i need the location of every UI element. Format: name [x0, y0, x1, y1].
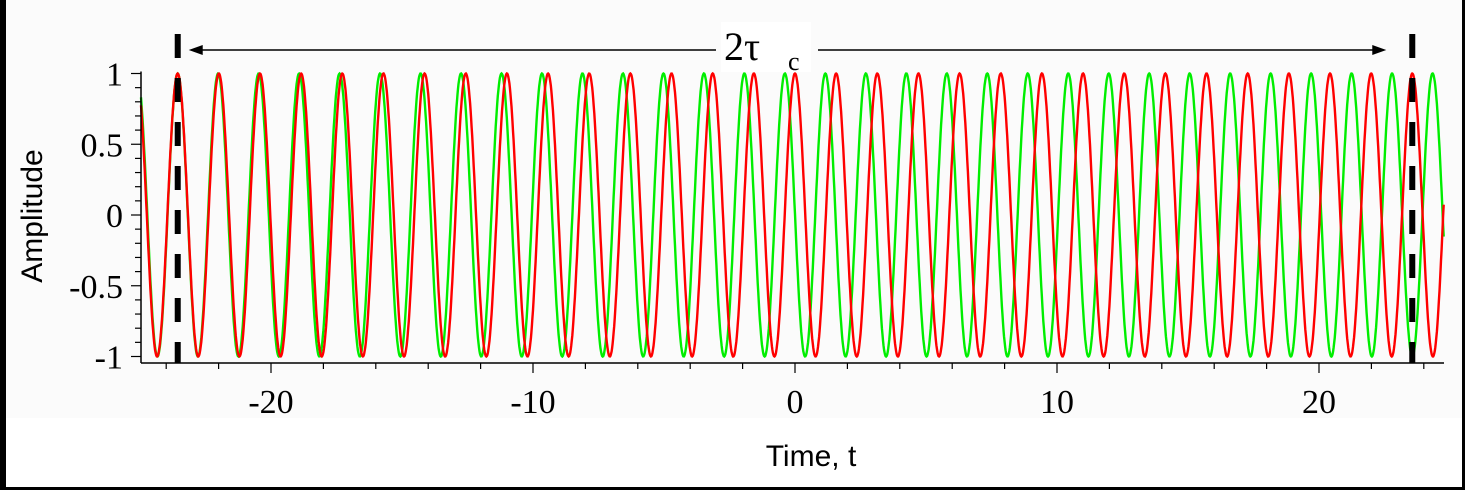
- x-tick-label: -10: [510, 384, 555, 421]
- axes: 1 0.5 0 -0.5 -1 -20 -10 0 10 20: [69, 57, 1444, 421]
- y-tick-label: -0.5: [69, 269, 123, 306]
- y-tick-label: -1: [95, 340, 123, 377]
- chart-svg: 1 0.5 0 -0.5 -1 -20 -10 0 10 20 Time, t Amplitude…: [16, 22, 1445, 473]
- x-tick-label: 0: [787, 384, 804, 421]
- green-wave-line: [139, 71, 1445, 359]
- chart-frame: 1 0.5 0 -0.5 -1 -20 -10 0 10 20 Time, t Amplitude…: [6, 0, 1462, 487]
- span-label: 2τ c: [721, 22, 811, 76]
- annotations: [174, 34, 1416, 363]
- x-axis-title: Time, t: [766, 440, 857, 473]
- red-wave-line: [139, 71, 1445, 359]
- arrowhead-right-icon: [1372, 45, 1387, 55]
- y-tick-label: 0.5: [81, 127, 124, 164]
- x-tick-label: 20: [1302, 384, 1336, 421]
- span-label-subscript: c: [788, 47, 800, 76]
- x-tick-label: 10: [1040, 384, 1074, 421]
- x-tick-label: -20: [248, 384, 293, 421]
- arrowhead-left-icon: [188, 45, 203, 55]
- waveforms: [139, 71, 1445, 359]
- y-tick-label: 0: [106, 198, 123, 235]
- y-axis-title: Amplitude: [16, 149, 49, 282]
- y-tick-label: 1: [106, 57, 123, 94]
- span-label-main: 2τ: [724, 24, 760, 69]
